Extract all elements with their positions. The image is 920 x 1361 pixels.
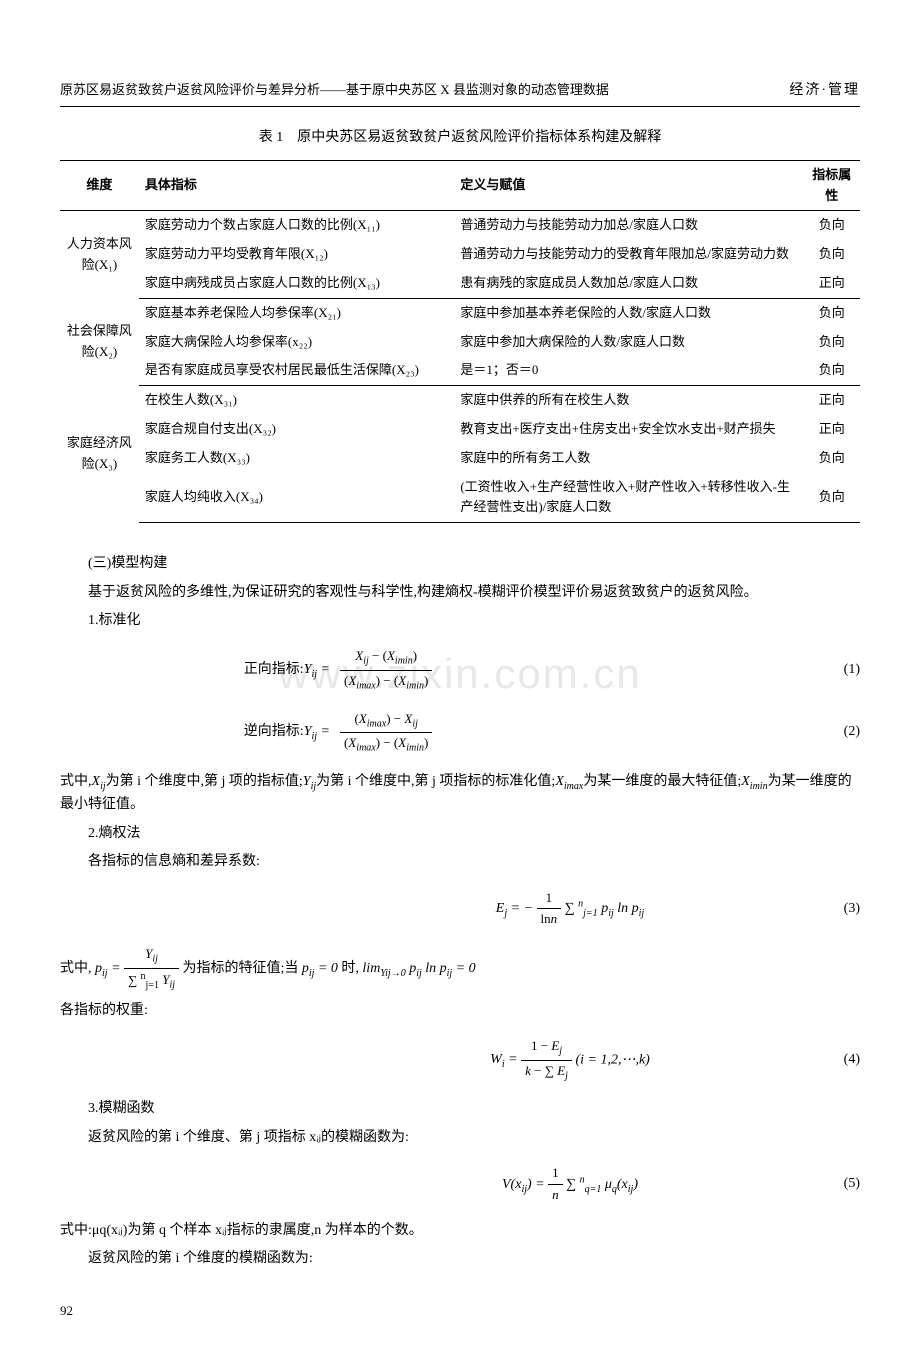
formula-2-num: (2) [800, 721, 860, 743]
dimension-cell: 家庭经济风险(X₃) [60, 386, 139, 523]
formula-3-desc: 式中, pij = Yij∑ nj=1 Yij 为指标的特征值;当 pij = … [60, 944, 860, 994]
heading-3-line1: 返贫风险的第 i 个维度、第 j 项指标 xᵢⱼ的模糊函数为: [60, 1127, 860, 1149]
content-body: (三)模型构建 基于返贫风险的多维性,为保证研究的客观性与科学性,构建熵权-模糊… [60, 553, 860, 1270]
indicator-cell: 家庭劳动力个数占家庭人口数的比例(X₁₁) [139, 211, 454, 240]
col-definition: 定义与赋值 [454, 160, 803, 211]
indicator-cell: 家庭合规自付支出(X₃₂) [139, 415, 454, 444]
table-row: 家庭大病保险人均参保率(x₂₂)家庭中参加大病保险的人数/家庭人口数负向 [60, 328, 860, 357]
formula-3-num: (3) [800, 898, 860, 920]
table-row: 家庭合规自付支出(X₃₂)教育支出+医疗支出+住房支出+安全饮水支出+财产损失正… [60, 415, 860, 444]
formula-desc-1: 式中,Xij为第 i 个维度中,第 j 项的指标值;Yij为第 i 个维度中,第… [60, 771, 860, 817]
formula-4-num: (4) [800, 1049, 860, 1071]
indicator-cell: 家庭中病残成员占家庭人口数的比例(X₁₃) [139, 269, 454, 298]
formula-5-num: (5) [800, 1173, 860, 1195]
table-caption: 表 1 原中央苏区易返贫致贫户返贫风险评价指标体系构建及解释 [60, 127, 860, 149]
definition-cell: 家庭中参加基本养老保险的人数/家庭人口数 [454, 298, 803, 327]
formula-1-num: (1) [800, 659, 860, 681]
table-row: 家庭中病残成员占家庭人口数的比例(X₁₃)患有病残的家庭成员人数加总/家庭人口数… [60, 269, 860, 298]
formula-2-label: 逆向指标:Yij = [60, 721, 340, 745]
attribute-cell: 负向 [804, 240, 860, 269]
definition-cell: 普通劳动力与技能劳动力的受教育年限加总/家庭劳动力数 [454, 240, 803, 269]
indicator-cell: 家庭劳动力平均受教育年限(X₁₂) [139, 240, 454, 269]
attribute-cell: 负向 [804, 298, 860, 327]
attribute-cell: 正向 [804, 269, 860, 298]
attribute-cell: 负向 [804, 444, 860, 473]
heading-1: 1.标准化 [60, 610, 860, 632]
table-row: 家庭经济风险(X₃)在校生人数(X₃₁)家庭中供养的所有在校生人数正向 [60, 386, 860, 415]
heading-3-line2: 返贫风险的第 i 个维度的模糊函数为: [60, 1248, 860, 1270]
definition-cell: (工资性收入+生产经营性收入+财产性收入+转移性收入-生产经营性支出)/家庭人口… [454, 473, 803, 523]
table-row: 社会保障风险(X₂)家庭基本养老保险人均参保率(X₂₁)家庭中参加基本养老保险的… [60, 298, 860, 327]
table-row: 人力资本风险(X₁)家庭劳动力个数占家庭人口数的比例(X₁₁)普通劳动力与技能劳… [60, 211, 860, 240]
table-row: 是否有家庭成员享受农村居民最低生活保障(X₂₃)是＝1；否＝0负向 [60, 356, 860, 385]
formula-5-desc: 式中:μq(xᵢⱼ)为第 q 个样本 xᵢⱼ指标的隶属度,n 为样本的个数。 [60, 1220, 860, 1242]
formula-1: 正向指标:Yij = Xij − (Ximin)(Ximax) − (Ximin… [60, 646, 860, 694]
heading-2: 2.熵权法 [60, 823, 860, 845]
definition-cell: 是＝1；否＝0 [454, 356, 803, 385]
dimension-cell: 人力资本风险(X₁) [60, 211, 139, 298]
formula-1-body: Xij − (Ximin)(Ximax) − (Ximin) [340, 646, 800, 694]
indicator-cell: 家庭基本养老保险人均参保率(X₂₁) [139, 298, 454, 327]
table-header-row: 维度 具体指标 定义与赋值 指标属性 [60, 160, 860, 211]
attribute-cell: 负向 [804, 211, 860, 240]
definition-cell: 普通劳动力与技能劳动力加总/家庭人口数 [454, 211, 803, 240]
table-row: 家庭劳动力平均受教育年限(X₁₂)普通劳动力与技能劳动力的受教育年限加总/家庭劳… [60, 240, 860, 269]
section-3-title: (三)模型构建 [60, 553, 860, 575]
indicator-cell: 是否有家庭成员享受农村居民最低生活保障(X₂₃) [139, 356, 454, 385]
indicator-cell: 家庭务工人数(X₃₃) [139, 444, 454, 473]
indicator-cell: 家庭人均纯收入(X₃₄) [139, 473, 454, 523]
indicator-cell: 家庭大病保险人均参保率(x₂₂) [139, 328, 454, 357]
header-title: 原苏区易返贫致贫户返贫风险评价与差异分析——基于原中央苏区 X 县监测对象的动态… [60, 80, 789, 101]
definition-cell: 家庭中的所有务工人数 [454, 444, 803, 473]
col-indicator: 具体指标 [139, 160, 454, 211]
formula-5: V(xij) = 1n ∑ nq=1 μq(xij) (5) [60, 1163, 860, 1206]
page-header: 原苏区易返贫致贫户返贫风险评价与差异分析——基于原中央苏区 X 县监测对象的动态… [60, 80, 860, 107]
formula-4-body: Wi = 1 − Ejk − ∑ Ej (i = 1,2,⋯,k) [340, 1036, 800, 1084]
heading-2-line: 各指标的信息熵和差异系数: [60, 851, 860, 873]
indicator-cell: 在校生人数(X₃₁) [139, 386, 454, 415]
attribute-cell: 负向 [804, 473, 860, 523]
dimension-cell: 社会保障风险(X₂) [60, 298, 139, 385]
definition-cell: 家庭中供养的所有在校生人数 [454, 386, 803, 415]
formula-3-body: Ej = − 1lnn ∑ nj=1 pij ln pij [340, 888, 800, 931]
formula-3: Ej = − 1lnn ∑ nj=1 pij ln pij (3) [60, 888, 860, 931]
heading-2-line2: 各指标的权重: [60, 1000, 860, 1022]
formula-2-body: (Ximax) − Xij(Ximax) − (Ximin) [340, 709, 800, 757]
attribute-cell: 负向 [804, 356, 860, 385]
page-number: 92 [60, 1301, 860, 1322]
definition-cell: 家庭中参加大病保险的人数/家庭人口数 [454, 328, 803, 357]
col-attribute: 指标属性 [804, 160, 860, 211]
attribute-cell: 正向 [804, 415, 860, 444]
table-row: 家庭人均纯收入(X₃₄)(工资性收入+生产经营性收入+财产性收入+转移性收入-生… [60, 473, 860, 523]
definition-cell: 教育支出+医疗支出+住房支出+安全饮水支出+财产损失 [454, 415, 803, 444]
section-3-intro: 基于返贫风险的多维性,为保证研究的客观性与科学性,构建熵权-模糊评价模型评价易返… [60, 582, 860, 604]
formula-5-body: V(xij) = 1n ∑ nq=1 μq(xij) [340, 1163, 800, 1206]
heading-3: 3.模糊函数 [60, 1098, 860, 1120]
col-dimension: 维度 [60, 160, 139, 211]
indicator-table: 维度 具体指标 定义与赋值 指标属性 人力资本风险(X₁)家庭劳动力个数占家庭人… [60, 160, 860, 523]
attribute-cell: 负向 [804, 328, 860, 357]
formula-2: 逆向指标:Yij = (Ximax) − Xij(Ximax) − (Ximin… [60, 709, 860, 757]
definition-cell: 患有病残的家庭成员人数加总/家庭人口数 [454, 269, 803, 298]
header-category: 经济·管理 [789, 80, 860, 102]
formula-4: Wi = 1 − Ejk − ∑ Ej (i = 1,2,⋯,k) (4) [60, 1036, 860, 1084]
formula-1-label: 正向指标:Yij = [60, 659, 340, 683]
attribute-cell: 正向 [804, 386, 860, 415]
table-row: 家庭务工人数(X₃₃)家庭中的所有务工人数负向 [60, 444, 860, 473]
